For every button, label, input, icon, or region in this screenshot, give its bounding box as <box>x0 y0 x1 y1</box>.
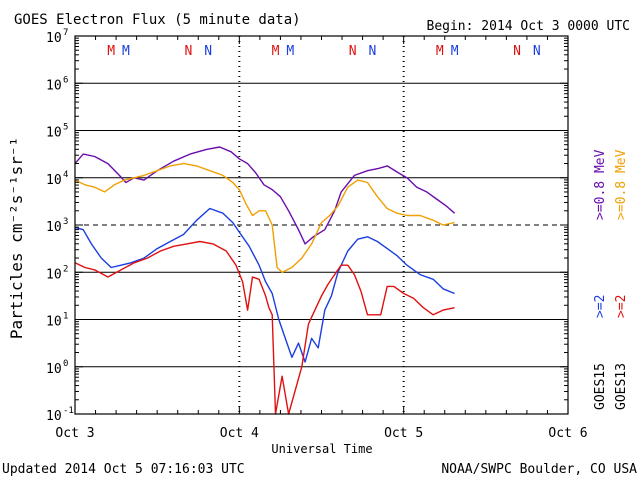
y-axis-label: Particles cm⁻²s⁻¹sr⁻¹ <box>7 137 26 339</box>
legend-goes15-2mev: >=2 <box>593 295 608 318</box>
begin-date: Begin: 2014 Oct 3 0000 UTC <box>427 19 631 34</box>
x-tick-label: Oct 3 <box>55 426 94 441</box>
y-tick-label: 10 <box>46 126 62 141</box>
series-line <box>74 240 455 415</box>
series-line <box>74 146 456 245</box>
marker-label: M <box>451 44 459 59</box>
marker-label: M <box>286 44 294 59</box>
y-tick-exponent: 0 <box>63 359 68 369</box>
x-tick-label: Oct 4 <box>220 426 259 441</box>
y-tick-label: 10 <box>46 362 62 377</box>
x-tick-label: Oct 5 <box>384 426 423 441</box>
y-tick-label: 10 <box>46 315 62 330</box>
y-tick-label: 10 <box>46 173 62 188</box>
marker-label: M <box>122 44 130 59</box>
marker-label: N <box>204 44 212 59</box>
y-tick-exponent: -1 <box>63 406 74 416</box>
legend-goes13-label: GOES13 <box>614 363 629 410</box>
y-tick-exponent: 7 <box>63 28 68 38</box>
y-tick-exponent: 5 <box>63 123 68 133</box>
marker-label: N <box>369 44 377 59</box>
y-tick-exponent: 6 <box>63 75 68 85</box>
series-line <box>74 162 455 273</box>
updated-timestamp: Updated 2014 Oct 5 07:16:03 UTC <box>2 462 245 477</box>
legend-goes13-2mev: >=2 <box>614 295 629 318</box>
marker-label: N <box>513 44 521 59</box>
y-tick-exponent: 2 <box>63 264 68 274</box>
x-axis-label: Universal Time <box>271 442 372 456</box>
marker-label: N <box>533 44 541 59</box>
chart-title: GOES Electron Flux (5 minute data) <box>14 12 301 28</box>
series-line <box>74 207 455 363</box>
y-tick-exponent: 3 <box>63 217 68 227</box>
y-tick-label: 10 <box>46 31 62 46</box>
marker-label: N <box>184 44 192 59</box>
legend: GOES15 GOES13 >=2 >=2 >=0.8 MeV >=0.8 MeV <box>593 149 629 410</box>
x-axis-ticks: Oct 3 Oct 4 Oct 5 Oct 6 <box>55 36 588 441</box>
legend-goes13-08mev: >=0.8 MeV <box>614 149 629 220</box>
y-tick-label: 10 <box>46 220 62 235</box>
marker-label: M <box>272 44 280 59</box>
marker-label: M <box>107 44 115 59</box>
y-tick-label: 10 <box>46 267 62 282</box>
marker-label: M <box>436 44 444 59</box>
legend-goes15-08mev: >=0.8 MeV <box>593 149 608 220</box>
y-tick-label: 10 <box>46 409 62 424</box>
marker-label: N <box>349 44 357 59</box>
grid <box>75 36 568 414</box>
x-tick-label: Oct 6 <box>548 426 587 441</box>
legend-goes15-label: GOES15 <box>593 363 608 410</box>
y-tick-exponent: 1 <box>63 312 68 322</box>
y-tick-label: 10 <box>46 78 62 93</box>
series-lines <box>74 146 456 415</box>
y-tick-exponent: 4 <box>63 170 68 180</box>
credit-text: NOAA/SWPC Boulder, CO USA <box>441 462 637 477</box>
